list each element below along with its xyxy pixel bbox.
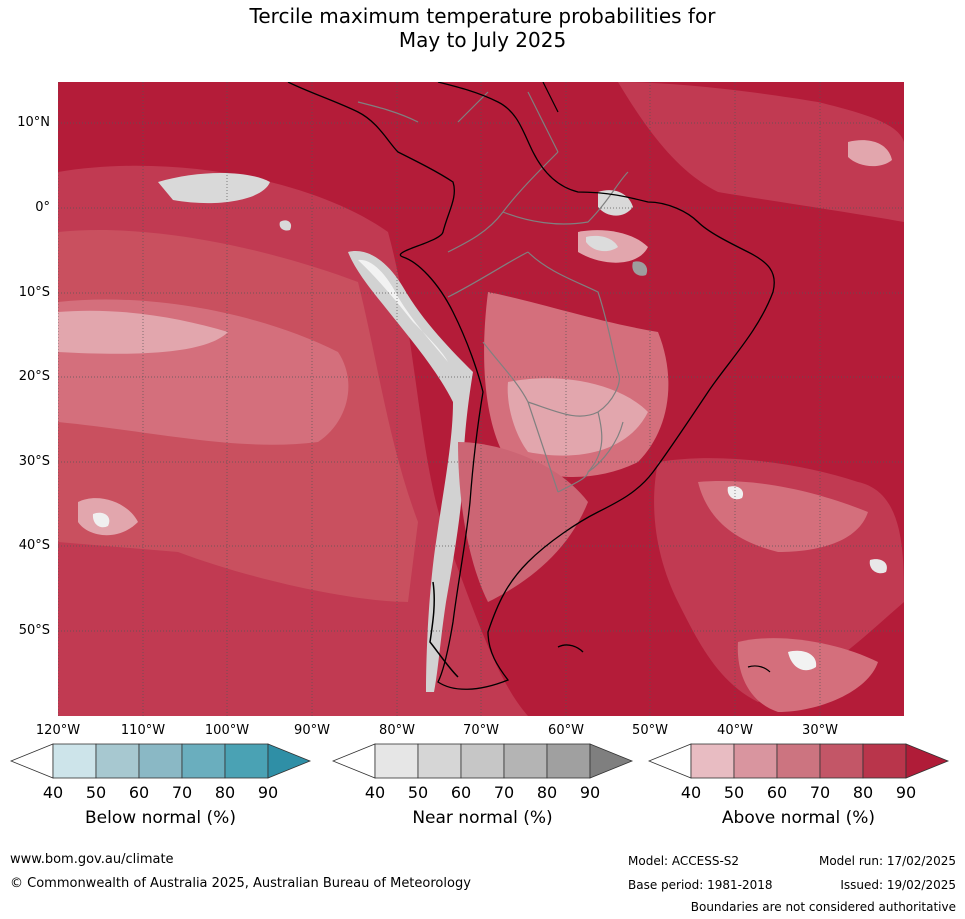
- model-name: Model: ACCESS-S2: [628, 854, 740, 868]
- colorbar-below-swatch-2: [138, 743, 183, 779]
- lon-label-70w: 70°W: [463, 723, 499, 738]
- colorbar-below-tick-40: 40: [42, 783, 64, 802]
- colorbar-above-tick-40: 40: [680, 783, 702, 802]
- colorbar-near-title: Near normal (%): [412, 808, 553, 828]
- map-title-line1: Tercile maximum temperature probabilitie…: [249, 4, 716, 28]
- lon-label-80w: 80°W: [379, 723, 415, 738]
- south-america-coastline: [287, 82, 775, 690]
- lon-label-110w: 110°W: [120, 723, 166, 738]
- ne-brazil-near-normal-2: [586, 235, 618, 252]
- colorbar-above-tick-50: 50: [723, 783, 745, 802]
- colorbar-below-swatch-1: [95, 743, 140, 779]
- colorbar-above-swatch-4: [862, 743, 907, 779]
- colorbar-above-tick-80: 80: [852, 783, 874, 802]
- colorbar-near-high-extend: [589, 743, 634, 779]
- colorbar-below-tick-60: 60: [128, 783, 150, 802]
- lon-label-30w: 30°W: [802, 723, 838, 738]
- website-link[interactable]: www.bom.gov.au/climate: [10, 852, 174, 867]
- south-pacific-blob-2: [92, 512, 110, 528]
- falkland-islands: [557, 644, 584, 653]
- colorbar-near: [331, 740, 635, 786]
- colorbar-near-tick-70: 70: [493, 783, 515, 802]
- north-atlantic-70: [618, 82, 904, 222]
- colorbar-above-tick-90: 90: [895, 783, 917, 802]
- map-title-line2: May to July 2025: [398, 28, 567, 52]
- map-canvas: [58, 82, 904, 716]
- colorbar-above-swatch-2: [776, 743, 821, 779]
- colorbar-below-swatch-3: [181, 743, 226, 779]
- colorbar-near-swatch-3: [503, 743, 548, 779]
- colorbar-near-swatch-0: [374, 743, 419, 779]
- pacific-near-normal-dot: [279, 220, 292, 231]
- north-atlantic-50: [848, 140, 892, 167]
- model-run-date: Model run: 17/02/2025: [818, 854, 956, 868]
- graticule: [58, 82, 904, 716]
- colorbar-near-swatch-2: [460, 743, 505, 779]
- colorbar-near-tick-40: 40: [364, 783, 386, 802]
- colorbar-near-tick-90: 90: [579, 783, 601, 802]
- colorbar-above-low-extend: [647, 743, 692, 779]
- colorbar-above-tick-60: 60: [766, 783, 788, 802]
- colorbar-below-swatch-4: [224, 743, 269, 779]
- lat-label-50s: 50°S: [18, 623, 50, 638]
- base-period: Base period: 1981-2018: [628, 878, 773, 892]
- colorbar-near-swatches: [331, 743, 634, 779]
- colorbar-above-tick-70: 70: [809, 783, 831, 802]
- lon-label-120w: 120°W: [35, 723, 81, 738]
- pacific-near-normal-patch: [158, 173, 270, 204]
- colorbar-near-swatch-4: [546, 743, 591, 779]
- lat-label-0: 0°: [35, 200, 50, 215]
- colorbar-above: [647, 740, 951, 786]
- caribbean-coast: [542, 82, 559, 113]
- colorbar-below-swatch-0: [52, 743, 97, 779]
- colorbar-below-high-extend: [267, 743, 312, 779]
- colorbar-above-swatch-1: [733, 743, 778, 779]
- ne-brazil-near-normal-3: [632, 261, 648, 276]
- colorbar-below-tick-80: 80: [214, 783, 236, 802]
- lat-label-30s: 30°S: [18, 454, 50, 469]
- lon-label-100w: 100°W: [204, 723, 250, 738]
- country-boundaries: [357, 91, 629, 493]
- lat-label-10n: 10°N: [17, 115, 50, 130]
- colorbar-above-high-extend: [905, 743, 950, 779]
- lat-label-40s: 40°S: [18, 538, 50, 553]
- boundaries-disclaimer: Boundaries are not considered authoritat…: [690, 900, 956, 914]
- argentina-above-60: [458, 442, 588, 602]
- colorbar-near-tick-50: 50: [407, 783, 429, 802]
- lat-label-20s: 20°S: [18, 369, 50, 384]
- colorbar-above-swatches: [647, 743, 950, 779]
- colorbar-above-title: Above normal (%): [721, 808, 876, 828]
- far-south-near-normal: [788, 650, 817, 671]
- chile-coast-near-normal: [348, 251, 473, 692]
- lat-label-10s: 10°S: [18, 285, 50, 300]
- colorbar-near-tick-80: 80: [536, 783, 558, 802]
- south-atlantic-near-normal-2: [869, 559, 887, 574]
- colorbar-above-swatch-0: [690, 743, 735, 779]
- colorbar-below-tick-90: 90: [257, 783, 279, 802]
- lon-label-40w: 40°W: [717, 723, 753, 738]
- colorbar-near-tick-60: 60: [450, 783, 472, 802]
- chile-archipelago: [429, 581, 459, 678]
- colorbar-below: [9, 740, 313, 786]
- colorbar-below-title: Below normal (%): [85, 808, 236, 828]
- colorbar-near-low-extend: [331, 743, 376, 779]
- colorbar-above-swatch-3: [819, 743, 864, 779]
- south-atlantic-near-normal-1: [727, 486, 744, 500]
- far-south-atlantic-50: [737, 638, 878, 712]
- map-title: Tercile maximum temperature probabilitie…: [0, 4, 965, 52]
- colorbar-below-low-extend: [9, 743, 54, 779]
- issued-date: Issued: 19/02/2025: [840, 878, 956, 892]
- south-georgia: [747, 665, 771, 673]
- south-atlantic-50: [698, 481, 868, 552]
- colorbar-below-tick-50: 50: [85, 783, 107, 802]
- lon-label-60w: 60°W: [548, 723, 584, 738]
- colorbar-below-tick-70: 70: [171, 783, 193, 802]
- colorbar-near-swatch-1: [417, 743, 462, 779]
- copyright-notice: © Commonwealth of Australia 2025, Austra…: [10, 876, 471, 891]
- colorbar-below-swatches: [9, 743, 312, 779]
- pacific-band-40: [58, 310, 228, 354]
- lon-label-50w: 50°W: [632, 723, 668, 738]
- probability-map: [58, 82, 904, 716]
- lon-label-90w: 90°W: [294, 723, 330, 738]
